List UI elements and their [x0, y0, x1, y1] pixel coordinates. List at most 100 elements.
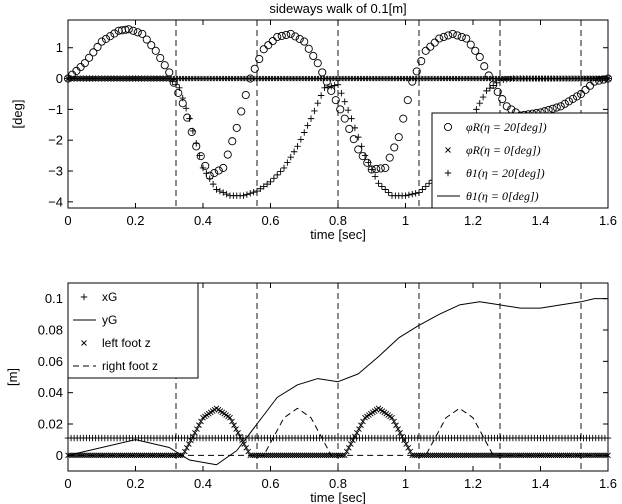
data-point [289, 452, 296, 459]
data-point [341, 452, 348, 459]
data-point [473, 106, 480, 113]
x-tick-label: 0.8 [329, 213, 347, 228]
data-point [399, 114, 408, 123]
y-tick-label: 0.04 [38, 385, 63, 400]
data-point [593, 452, 599, 459]
data-point [250, 64, 259, 73]
data-point [297, 452, 304, 459]
data-point [338, 89, 345, 97]
x-tick-label: 1.4 [531, 213, 549, 228]
data-point [572, 92, 582, 101]
data-point [283, 452, 290, 459]
data-point [313, 452, 320, 459]
data-point [103, 452, 110, 459]
data-point [356, 426, 362, 432]
data-point [274, 171, 281, 179]
data-point [210, 169, 219, 178]
y-tick-label: 0.08 [38, 323, 63, 338]
data-point [251, 452, 258, 459]
data-point [141, 452, 148, 459]
x-tick-label: 1.6 [599, 213, 617, 228]
data-point [358, 143, 365, 150]
x-tick-label: 1.4 [531, 476, 549, 491]
data-point [309, 452, 316, 459]
series-4 [68, 407, 608, 456]
data-point [466, 40, 475, 49]
data-point [196, 422, 202, 429]
legend-swatch [445, 147, 451, 153]
data-point [133, 452, 140, 459]
data-point [257, 185, 264, 192]
legend-label: θ1(η = 20[deg]) [466, 166, 545, 180]
data-point [467, 452, 474, 459]
data-point [199, 164, 207, 172]
data-point [279, 452, 286, 459]
data-point [253, 452, 260, 459]
data-point [97, 37, 106, 46]
data-point [290, 148, 298, 155]
data-point [304, 44, 313, 53]
y-tick-label: 0 [56, 71, 63, 86]
data-point [219, 163, 228, 172]
data-point [447, 452, 454, 459]
data-point [255, 54, 264, 64]
data-point [83, 452, 89, 459]
series-line [68, 407, 608, 456]
data-point [439, 32, 448, 42]
data-point [277, 168, 284, 175]
data-point [429, 452, 436, 459]
data-point [315, 452, 322, 459]
data-point [307, 452, 314, 459]
data-point [340, 114, 349, 123]
data-point [227, 414, 233, 421]
data-point [287, 153, 294, 161]
data-point [358, 152, 367, 161]
chart-panel-2: 0 0.2 0.4 0.6 0.8 1 1.2 1.4 1.6 0.1 0.08 0.06 0.04 0.… [5, 282, 617, 504]
data-point [532, 452, 539, 459]
data-point [101, 452, 108, 459]
data-point [372, 164, 381, 174]
data-point [271, 452, 278, 459]
data-point [153, 452, 160, 459]
data-point [471, 46, 480, 55]
data-point [304, 122, 311, 129]
data-point [76, 62, 85, 72]
legend-label: yG [102, 313, 117, 327]
data-point [327, 452, 334, 459]
data-point [131, 452, 138, 459]
data-point [264, 41, 273, 50]
data-point [243, 191, 251, 198]
data-point [193, 140, 200, 147]
data-point [267, 178, 274, 186]
data-point [475, 52, 484, 62]
x-tick-label: 0 [64, 213, 71, 228]
data-point [183, 113, 192, 122]
data-point [486, 452, 492, 459]
data-point [317, 452, 324, 459]
data-point [250, 189, 257, 196]
data-point [156, 53, 165, 63]
data-point [203, 170, 210, 177]
data-point [395, 426, 401, 432]
data-point [261, 452, 268, 459]
data-point [237, 433, 243, 440]
data-point [277, 452, 284, 459]
data-point [196, 152, 203, 159]
legend-label: right foot z [102, 359, 158, 373]
legend-swatch [443, 122, 453, 132]
data-point [173, 452, 180, 459]
data-point [214, 166, 223, 175]
data-point [411, 452, 418, 459]
data-point [187, 127, 196, 137]
data-point [478, 452, 484, 459]
legend-box [67, 282, 199, 379]
data-point [311, 452, 318, 459]
data-point [273, 32, 282, 42]
data-point [426, 42, 435, 51]
data-point [85, 53, 94, 62]
x-axis-label: time [sec] [310, 227, 366, 242]
data-point [307, 115, 315, 122]
data-point [415, 189, 423, 196]
data-point [560, 452, 567, 459]
